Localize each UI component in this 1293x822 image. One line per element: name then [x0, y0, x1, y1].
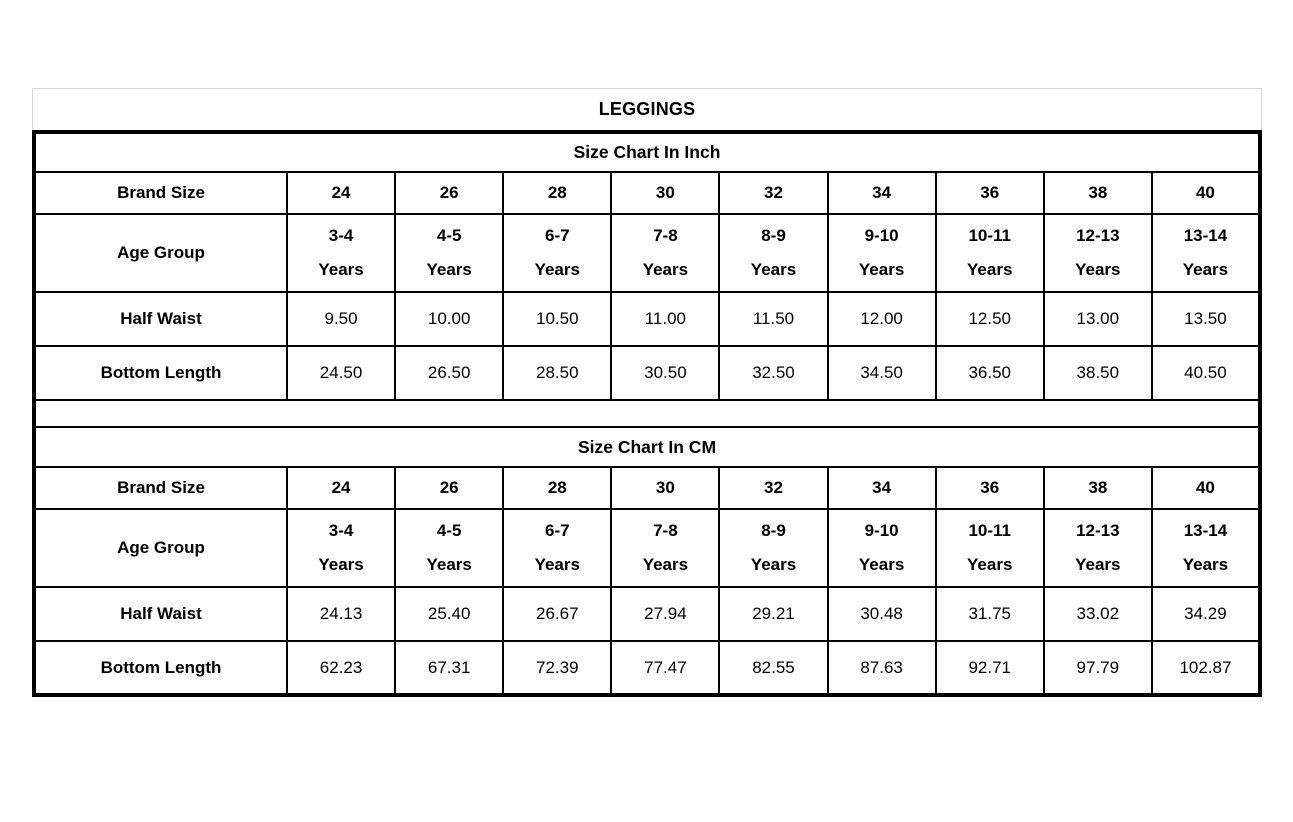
bottom-length-cell: 38.50 — [1042, 345, 1153, 401]
size-chart-table: Size Chart In Inch Brand Size 24 26 28 3… — [32, 130, 1262, 697]
brand-size-cell: 32 — [718, 466, 829, 510]
half-waist-cell: 34.29 — [1150, 586, 1262, 642]
bottom-length-cell: 34.50 — [826, 345, 937, 401]
bottom-length-cell: 92.71 — [934, 640, 1045, 696]
brand-size-cell: 28 — [502, 171, 613, 215]
bottom-length-cell: 32.50 — [718, 345, 829, 401]
table-title: LEGGINGS — [32, 88, 1262, 130]
cm-half-waist-row: Half Waist 24.13 25.40 26.67 27.94 29.21… — [33, 586, 1262, 642]
age-group-cell: 6-7 Years — [502, 508, 613, 588]
brand-size-cell: 26 — [394, 171, 505, 215]
bottom-length-cell: 26.50 — [394, 345, 505, 401]
bottom-length-cell: 28.50 — [502, 345, 613, 401]
brand-size-cell: 40 — [1150, 466, 1262, 510]
age-group-cell: 6-7 Years — [502, 213, 613, 293]
brand-size-cell: 38 — [1042, 466, 1153, 510]
bottom-length-cell: 30.50 — [610, 345, 721, 401]
inch-bottom-length-row: Bottom Length 24.50 26.50 28.50 30.50 32… — [33, 345, 1262, 401]
half-waist-cell: 30.48 — [826, 586, 937, 642]
half-waist-cell: 10.50 — [502, 291, 613, 347]
row-label-age-group: Age Group — [33, 508, 288, 588]
bottom-length-cell: 77.47 — [610, 640, 721, 696]
age-group-cell: 12-13 Years — [1042, 508, 1153, 588]
half-waist-cell: 24.13 — [285, 586, 397, 642]
brand-size-cell: 38 — [1042, 171, 1153, 215]
size-chart-sheet: LEGGINGS Size Chart In Inch Brand Size 2… — [32, 88, 1262, 697]
row-label-brand-size: Brand Size — [33, 466, 288, 510]
brand-size-cell: 28 — [502, 466, 613, 510]
row-label-half-waist: Half Waist — [33, 291, 288, 347]
bottom-length-cell: 82.55 — [718, 640, 829, 696]
half-waist-cell: 13.50 — [1150, 291, 1262, 347]
row-label-half-waist: Half Waist — [33, 586, 288, 642]
brand-size-cell: 34 — [826, 171, 937, 215]
age-group-cell: 9-10 Years — [826, 213, 937, 293]
brand-size-cell: 26 — [394, 466, 505, 510]
bottom-length-cell: 102.87 — [1150, 640, 1262, 696]
bottom-length-cell: 62.23 — [285, 640, 397, 696]
brand-size-cell: 36 — [934, 466, 1045, 510]
half-waist-cell: 31.75 — [934, 586, 1045, 642]
half-waist-cell: 12.50 — [934, 291, 1045, 347]
brand-size-cell: 40 — [1150, 171, 1262, 215]
age-group-cell: 7-8 Years — [610, 508, 721, 588]
half-waist-cell: 33.02 — [1042, 586, 1153, 642]
age-group-cell: 10-11 Years — [934, 508, 1045, 588]
row-label-brand-size: Brand Size — [33, 171, 288, 215]
row-label-age-group: Age Group — [33, 213, 288, 293]
half-waist-cell: 26.67 — [502, 586, 613, 642]
section-heading-inch-text: Size Chart In Inch — [33, 131, 1261, 173]
age-group-cell: 3-4 Years — [285, 213, 397, 293]
age-group-cell: 8-9 Years — [718, 508, 829, 588]
section-heading-inch: Size Chart In Inch — [33, 131, 1261, 173]
cm-brand-size-row: Brand Size 24 26 28 30 32 34 36 38 40 — [33, 466, 1262, 510]
brand-size-cell: 30 — [610, 466, 721, 510]
age-group-cell: 12-13 Years — [1042, 213, 1153, 293]
bottom-length-cell: 40.50 — [1150, 345, 1262, 401]
age-group-cell: 7-8 Years — [610, 213, 721, 293]
age-group-cell: 4-5 Years — [394, 213, 505, 293]
half-waist-cell: 25.40 — [394, 586, 505, 642]
brand-size-cell: 24 — [285, 171, 397, 215]
section-heading-cm: Size Chart In CM — [33, 426, 1261, 468]
age-group-cell: 4-5 Years — [394, 508, 505, 588]
inch-age-group-row: Age Group 3-4 Years 4-5 Years 6-7 Years … — [33, 213, 1262, 293]
cm-bottom-length-row: Bottom Length 62.23 67.31 72.39 77.47 82… — [33, 640, 1262, 696]
table-title-text: LEGGINGS — [598, 99, 696, 119]
brand-size-cell: 36 — [934, 171, 1045, 215]
brand-size-cell: 30 — [610, 171, 721, 215]
age-group-cell: 13-14 Years — [1150, 508, 1262, 588]
half-waist-cell: 12.00 — [826, 291, 937, 347]
spacer-row — [34, 399, 1260, 428]
inch-half-waist-row: Half Waist 9.50 10.00 10.50 11.00 11.50 … — [33, 291, 1262, 347]
age-group-cell: 8-9 Years — [718, 213, 829, 293]
row-label-bottom-length: Bottom Length — [33, 640, 288, 696]
age-group-cell: 3-4 Years — [285, 508, 397, 588]
half-waist-cell: 27.94 — [610, 586, 721, 642]
row-label-bottom-length: Bottom Length — [33, 345, 288, 401]
spacer-cell — [34, 399, 1260, 428]
inch-brand-size-row: Brand Size 24 26 28 30 32 34 36 38 40 — [33, 171, 1262, 215]
bottom-length-cell: 97.79 — [1042, 640, 1153, 696]
half-waist-cell: 9.50 — [285, 291, 397, 347]
section-heading-cm-text: Size Chart In CM — [33, 426, 1261, 468]
age-group-cell: 10-11 Years — [934, 213, 1045, 293]
cm-age-group-row: Age Group 3-4 Years 4-5 Years 6-7 Years … — [33, 508, 1262, 588]
half-waist-cell: 10.00 — [394, 291, 505, 347]
half-waist-cell: 29.21 — [718, 586, 829, 642]
half-waist-cell: 11.00 — [610, 291, 721, 347]
bottom-length-cell: 36.50 — [934, 345, 1045, 401]
half-waist-cell: 13.00 — [1042, 291, 1153, 347]
bottom-length-cell: 72.39 — [502, 640, 613, 696]
age-group-cell: 13-14 Years — [1150, 213, 1262, 293]
age-group-cell: 9-10 Years — [826, 508, 937, 588]
half-waist-cell: 11.50 — [718, 291, 829, 347]
brand-size-cell: 32 — [718, 171, 829, 215]
brand-size-cell: 34 — [826, 466, 937, 510]
bottom-length-cell: 67.31 — [394, 640, 505, 696]
bottom-length-cell: 87.63 — [826, 640, 937, 696]
bottom-length-cell: 24.50 — [285, 345, 397, 401]
brand-size-cell: 24 — [285, 466, 397, 510]
